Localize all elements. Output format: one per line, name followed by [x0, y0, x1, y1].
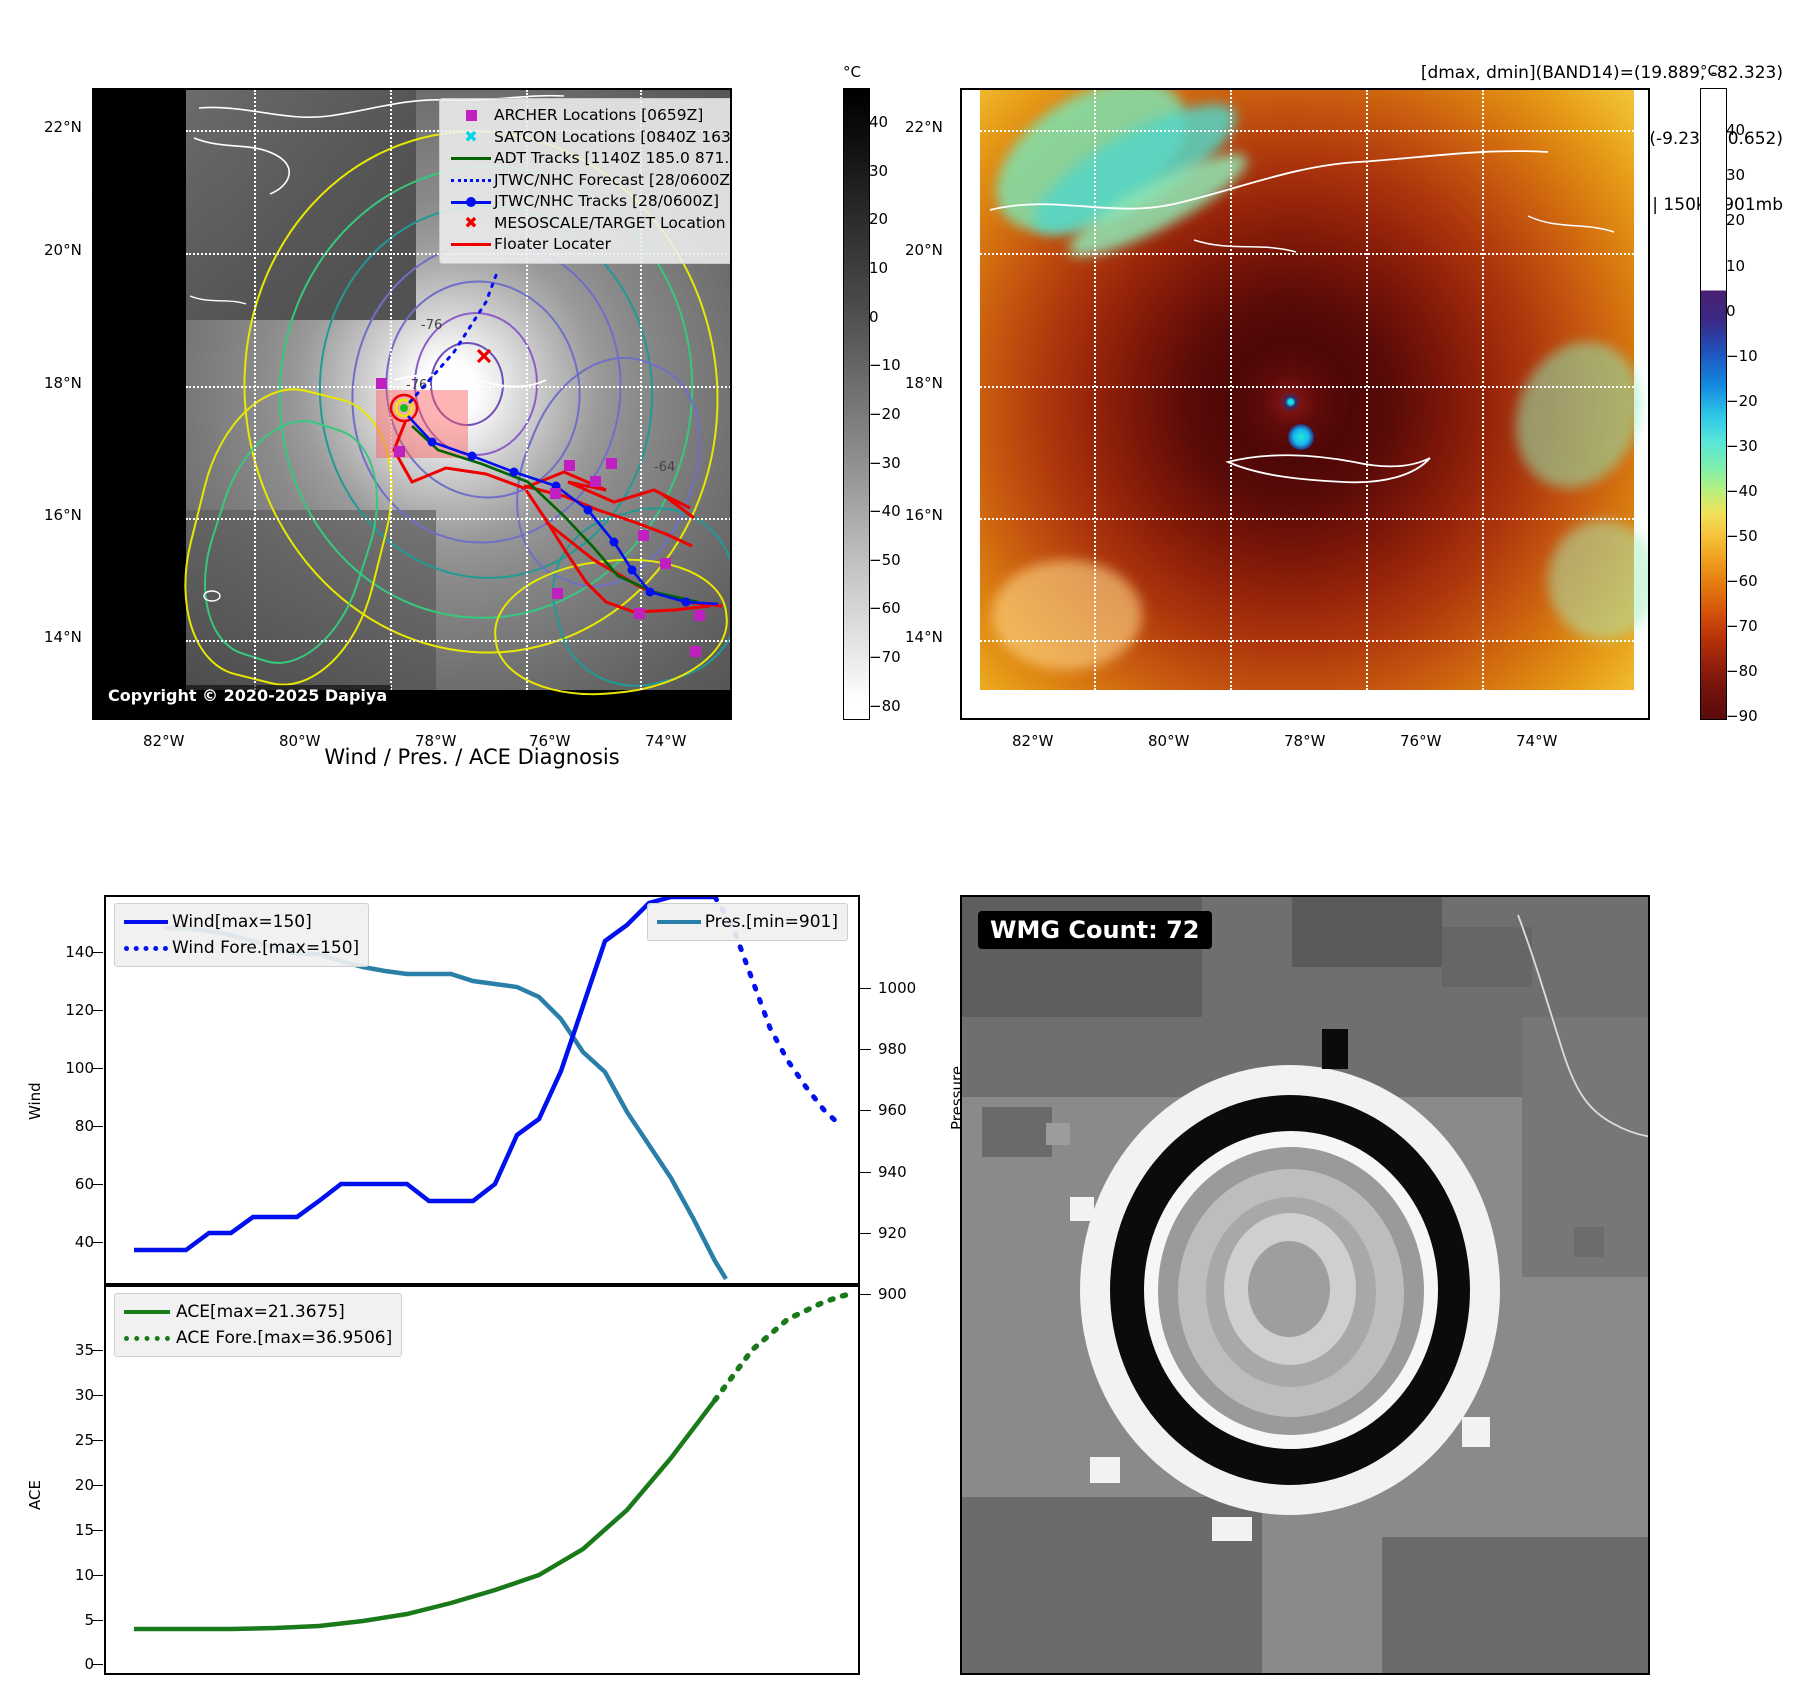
- ace-plot: [134, 1291, 853, 1632]
- legend-label: MESOSCALE/TARGET Location: [494, 213, 726, 232]
- legend-item: ARCHER Locations [0659Z]: [448, 105, 730, 127]
- series-wind: [134, 897, 715, 1253]
- series-ace-forecast: [712, 1291, 853, 1403]
- legend-label: Pres.[min=901]: [704, 912, 838, 932]
- legend-label: Floater Locater: [494, 235, 611, 253]
- legend-label: ACE[max=21.3675]: [176, 1302, 345, 1322]
- series-pressure: [164, 925, 728, 1281]
- legend-label: ARCHER Locations [0659Z]: [494, 106, 704, 124]
- blue-solid-line-icon: [124, 909, 172, 935]
- ir-colorbar[interactable]: [843, 88, 870, 720]
- legend-item: ACE Fore.[max=36.9506]: [124, 1325, 392, 1351]
- red-x-marker-icon: ✖: [464, 213, 478, 233]
- wind-chart-legend: Wind[max=150] Wind Fore.[max=150]: [114, 903, 370, 967]
- storm-eye-marker: [1288, 424, 1314, 450]
- legend-label: ADT Tracks [1140Z 185.0 871.0]: [494, 149, 732, 167]
- legend-label: Wind Fore.[max=150]: [172, 938, 360, 958]
- ir-colorbar-ticks: 40 30 20 10 0 −10 −20 −30 −40 −50 −60 −7…: [869, 113, 901, 715]
- legend-item: JTWC/NHC Forecast [28/0600Z]: [448, 170, 732, 192]
- legend-label: ACE Fore.[max=36.9506]: [176, 1328, 393, 1348]
- wmg-coastline-overlay: [1517, 914, 1648, 1138]
- awv-colorbar[interactable]: [1700, 88, 1727, 720]
- red-solid-line-icon: [448, 243, 494, 247]
- coastline-overlay: [189, 94, 565, 602]
- green-solid-line-icon: [124, 1299, 176, 1325]
- awv-enhanced-panel[interactable]: [960, 88, 1650, 720]
- legend-label: JTWC/NHC Tracks [28/0600Z]: [494, 192, 720, 210]
- legend-label: Wind[max=150]: [172, 912, 312, 932]
- contour-label-76b: -76: [406, 378, 428, 393]
- legend-item: ACE[max=21.3675]: [124, 1299, 392, 1325]
- blue-line-dot-marker-icon: [448, 197, 494, 208]
- legend-item: Pres.[min=901]: [656, 909, 838, 935]
- series-ace: [134, 1398, 717, 1632]
- legend-item: Wind[max=150]: [124, 909, 359, 935]
- blue-dotted-line-icon: [124, 935, 172, 961]
- wind-axis-title: Wind: [26, 1082, 44, 1120]
- blue-dotted-line-icon: [448, 178, 494, 182]
- ir-satellite-image: -76 -76 -64: [94, 90, 730, 718]
- wmg-image: [962, 897, 1648, 1673]
- ace-chart[interactable]: ACE[max=21.3675] ACE Fore.[max=36.9506]: [104, 1285, 860, 1675]
- legend-item: ✖ SATCON Locations [0840Z 163 900]: [448, 127, 731, 149]
- legend-label: JTWC/NHC Forecast [28/0600Z]: [494, 170, 732, 189]
- teal-solid-line-icon: [656, 909, 705, 935]
- awv-colorbar-title: °C: [1700, 62, 1718, 80]
- diagnosis-title: Wind / Pres. / ACE Diagnosis: [324, 745, 620, 769]
- copyright-notice: Copyright © 2020-2025 Dapiya: [104, 685, 392, 706]
- pressure-chart-legend: Pres.[min=901]: [646, 903, 848, 941]
- legend-item: Floater Locater: [448, 234, 730, 256]
- ir-panel-legend: ARCHER Locations [0659Z] ✖ SATCON Locati…: [439, 98, 732, 264]
- ace-chart-legend: ACE[max=21.3675] ACE Fore.[max=36.9506]: [114, 1293, 403, 1357]
- green-dotted-line-icon: [124, 1325, 176, 1351]
- legend-item: JTWC/NHC Tracks [28/0600Z]: [448, 191, 730, 213]
- contour-label-76a: -76: [421, 318, 443, 333]
- dmax-dmin-band14: [dmax, dmin](BAND14)=(19.889, -82.323): [1420, 63, 1783, 83]
- ir-colorbar-title: °C: [843, 63, 861, 81]
- tracks-overlay: [376, 268, 723, 657]
- ir-mesoscale-panel[interactable]: -76 -76 -64: [92, 88, 732, 720]
- legend-item: Wind Fore.[max=150]: [124, 935, 359, 961]
- wind-pressure-chart[interactable]: Wind[max=150] Wind Fore.[max=150] Pres.[…: [104, 895, 860, 1285]
- magenta-square-marker-icon: [448, 110, 494, 122]
- wmg-panel[interactable]: WMG Count: 72: [960, 895, 1650, 1675]
- wmg-count-badge: WMG Count: 72: [978, 911, 1212, 949]
- legend-label: SATCON Locations [0840Z 163 900]: [494, 127, 731, 146]
- green-solid-line-icon: [448, 157, 494, 161]
- legend-item: ✖ MESOSCALE/TARGET Location: [448, 213, 730, 235]
- awv-coastline-overlay: [989, 150, 1615, 484]
- cyan-x-marker-icon: ✖: [464, 127, 478, 147]
- contour-label-64: -64: [654, 460, 676, 475]
- ace-axis-title: ACE: [26, 1480, 44, 1510]
- legend-item: ADT Tracks [1140Z 185.0 871.0]: [448, 148, 732, 170]
- awv-colorbar-ticks: 40 30 20 10 0 −10 −20 −30 −40 −50 −60 −7…: [1726, 121, 1758, 725]
